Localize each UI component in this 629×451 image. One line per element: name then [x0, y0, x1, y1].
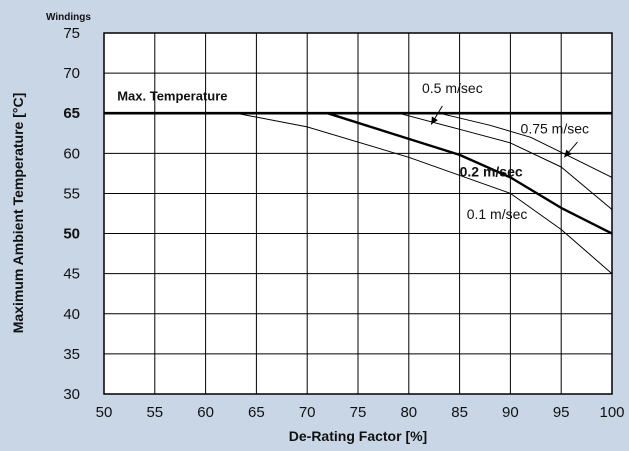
y-tick-labels: 75 70 65 60 55 50 45 40 35 30 — [63, 25, 80, 403]
y-tick-label: 75 — [63, 25, 80, 42]
plot-frame — [103, 32, 613, 395]
x-tick-label: 90 — [502, 404, 519, 421]
y-tick-label: 50 — [63, 226, 80, 243]
annotation-label: Max. Temperature — [117, 88, 227, 103]
x-tick-label: 75 — [350, 404, 367, 421]
annotation-arrow-head — [564, 149, 572, 158]
y-tick-label: 60 — [63, 145, 80, 162]
annotations: Max. Temperature 0.5 m/sec 0.75 m/sec 0.2 m… — [117, 80, 589, 222]
series-line-0-5-m-sec — [398, 112, 613, 210]
series-group — [104, 111, 613, 275]
x-tick-label: 85 — [451, 404, 468, 421]
y-tick-label: 30 — [63, 386, 80, 403]
series-line-0-1-m-sec — [236, 112, 613, 275]
x-tick-label: 95 — [553, 404, 570, 421]
annotation-arrow-head — [431, 116, 438, 125]
annotation-arrows — [430, 105, 578, 158]
x-tick-label: 50 — [96, 404, 113, 421]
y-tick-label: 65 — [63, 105, 80, 122]
y-tick-label: 35 — [63, 346, 80, 363]
x-axis-title: De-Rating Factor [%] — [289, 428, 427, 444]
x-tick-label: 70 — [299, 404, 316, 421]
x-tick-label: 60 — [197, 404, 214, 421]
y-axis-title: Maximum Ambient Temperature [°C] — [10, 93, 26, 334]
annotation-label: 0.5 m/sec — [422, 80, 483, 96]
x-tick-label: 100 — [599, 404, 624, 421]
annotation-label: 0.2 m/sec — [460, 164, 523, 180]
x-tick-label: 80 — [400, 404, 417, 421]
corner-label: Windings — [46, 12, 91, 23]
y-tick-label: 70 — [63, 65, 80, 82]
y-tick-label: 45 — [63, 266, 80, 283]
series-line-0-2-m-sec — [327, 112, 613, 235]
series-line-0-75-m-sec — [439, 112, 613, 178]
x-tick-labels: 50 55 60 65 70 75 80 85 90 95 100 — [96, 404, 625, 421]
annotation-label: 0.75 m/sec — [521, 120, 589, 136]
x-tick-label: 65 — [248, 404, 265, 421]
y-tick-label: 40 — [63, 306, 80, 323]
x-tick-label: 55 — [146, 404, 163, 421]
y-tick-label: 55 — [63, 185, 80, 202]
annotation-label: 0.1 m/sec — [467, 206, 528, 222]
